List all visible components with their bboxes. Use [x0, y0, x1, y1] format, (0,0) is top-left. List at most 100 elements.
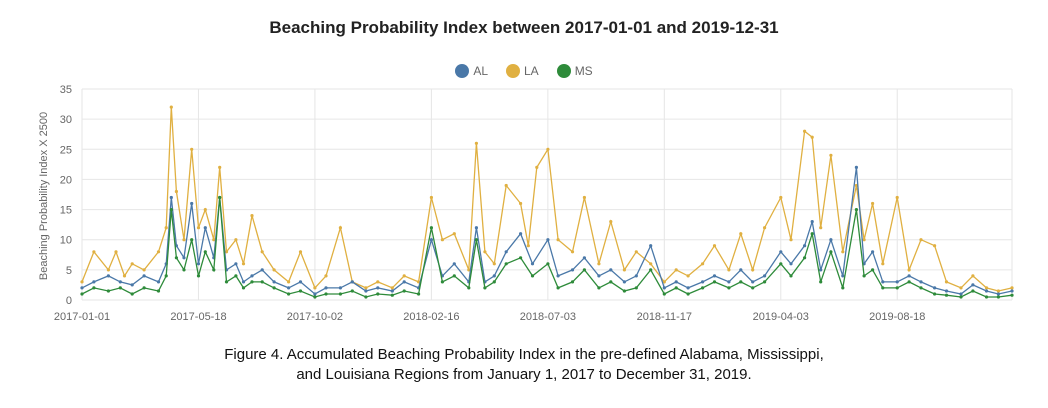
data-point-ms[interactable] — [919, 286, 923, 290]
data-point-la[interactable] — [483, 250, 487, 254]
data-point-ms[interactable] — [609, 280, 613, 284]
data-point-ms[interactable] — [841, 286, 845, 290]
data-point-al[interactable] — [881, 280, 885, 284]
data-point-al[interactable] — [106, 274, 110, 278]
data-point-la[interactable] — [114, 250, 118, 254]
data-point-la[interactable] — [933, 244, 937, 248]
data-point-ms[interactable] — [789, 274, 793, 278]
data-point-ms[interactable] — [996, 295, 1001, 299]
data-point-al[interactable] — [376, 286, 380, 290]
data-point-al[interactable] — [556, 274, 560, 278]
data-point-al[interactable] — [190, 201, 194, 206]
data-point-ms[interactable] — [634, 286, 638, 290]
data-point-la[interactable] — [130, 262, 134, 266]
data-point-ms[interactable] — [907, 280, 911, 284]
data-point-ms[interactable] — [376, 292, 380, 296]
data-point-la[interactable] — [634, 250, 638, 254]
data-point-la[interactable] — [751, 268, 755, 272]
data-point-la[interactable] — [803, 129, 807, 133]
data-point-al[interactable] — [727, 280, 731, 284]
data-point-ms[interactable] — [429, 226, 433, 230]
data-point-la[interactable] — [122, 274, 127, 278]
data-point-ms[interactable] — [674, 286, 678, 290]
data-point-la[interactable] — [597, 262, 601, 266]
data-point-la[interactable] — [519, 201, 523, 206]
data-point-la[interactable] — [440, 238, 444, 242]
data-point-la[interactable] — [763, 226, 767, 230]
data-point-al[interactable] — [763, 274, 767, 278]
data-point-la[interactable] — [871, 201, 875, 206]
data-point-ms[interactable] — [944, 293, 949, 297]
data-point-al[interactable] — [364, 289, 368, 293]
data-point-ms[interactable] — [933, 292, 937, 296]
data-point-la[interactable] — [674, 268, 678, 272]
data-point-ms[interactable] — [803, 256, 807, 260]
data-point-la[interactable] — [182, 238, 186, 242]
data-point-la[interactable] — [376, 280, 380, 284]
data-point-la[interactable] — [467, 268, 471, 272]
data-point-al[interactable] — [944, 289, 949, 293]
data-point-la[interactable] — [196, 226, 201, 230]
data-point-ms[interactable] — [984, 295, 989, 299]
data-point-al[interactable] — [789, 262, 793, 266]
data-point-al[interactable] — [895, 280, 899, 284]
data-point-ms[interactable] — [260, 280, 264, 284]
data-point-ms[interactable] — [338, 292, 342, 296]
data-point-ms[interactable] — [686, 292, 690, 296]
data-point-ms[interactable] — [203, 250, 207, 254]
data-point-ms[interactable] — [390, 293, 394, 297]
data-point-la[interactable] — [712, 244, 717, 248]
data-point-la[interactable] — [298, 250, 303, 254]
data-point-ms[interactable] — [854, 208, 859, 212]
data-point-ms[interactable] — [810, 232, 814, 236]
data-point-ms[interactable] — [156, 289, 161, 293]
data-point-ms[interactable] — [622, 289, 627, 293]
data-point-la[interactable] — [287, 280, 291, 284]
data-point-al[interactable] — [452, 262, 456, 266]
data-point-ms[interactable] — [250, 280, 254, 284]
data-point-ms[interactable] — [196, 274, 201, 278]
data-point-al[interactable] — [919, 280, 923, 284]
data-point-al[interactable] — [701, 280, 705, 284]
data-point-ms[interactable] — [582, 268, 587, 272]
data-point-ms[interactable] — [313, 295, 317, 299]
data-point-ms[interactable] — [727, 286, 731, 290]
data-point-la[interactable] — [313, 286, 317, 290]
data-point-al[interactable] — [546, 238, 550, 242]
data-point-al[interactable] — [933, 286, 937, 290]
data-point-al[interactable] — [474, 226, 478, 230]
data-point-ms[interactable] — [218, 195, 222, 200]
data-point-al[interactable] — [959, 292, 963, 296]
data-point-la[interactable] — [504, 183, 508, 188]
data-point-ms[interactable] — [483, 286, 487, 290]
data-point-la[interactable] — [686, 274, 690, 278]
data-point-la[interactable] — [106, 268, 110, 272]
data-point-la[interactable] — [241, 262, 246, 266]
data-point-ms[interactable] — [402, 289, 406, 293]
data-point-ms[interactable] — [862, 274, 866, 278]
data-point-la[interactable] — [250, 214, 254, 218]
data-point-ms[interactable] — [712, 280, 717, 284]
data-point-al[interactable] — [118, 280, 122, 284]
data-point-la[interactable] — [609, 220, 613, 224]
data-point-ms[interactable] — [364, 295, 368, 299]
data-point-al[interactable] — [156, 280, 161, 284]
data-point-la[interactable] — [174, 189, 178, 194]
data-point-al[interactable] — [739, 268, 743, 272]
data-point-ms[interactable] — [350, 289, 354, 293]
data-point-al[interactable] — [570, 268, 575, 272]
data-point-ms[interactable] — [829, 250, 833, 254]
data-point-la[interactable] — [156, 250, 161, 254]
data-point-al[interactable] — [182, 256, 186, 260]
data-point-ms[interactable] — [492, 280, 496, 284]
data-point-ms[interactable] — [467, 286, 471, 290]
data-point-la[interactable] — [429, 195, 433, 200]
data-point-la[interactable] — [984, 286, 989, 290]
data-point-al[interactable] — [390, 289, 394, 293]
data-point-al[interactable] — [779, 250, 783, 254]
data-point-al[interactable] — [597, 274, 601, 278]
data-point-la[interactable] — [164, 226, 168, 230]
data-point-la[interactable] — [1010, 286, 1014, 290]
data-point-la[interactable] — [829, 153, 833, 157]
data-point-al[interactable] — [712, 274, 717, 278]
